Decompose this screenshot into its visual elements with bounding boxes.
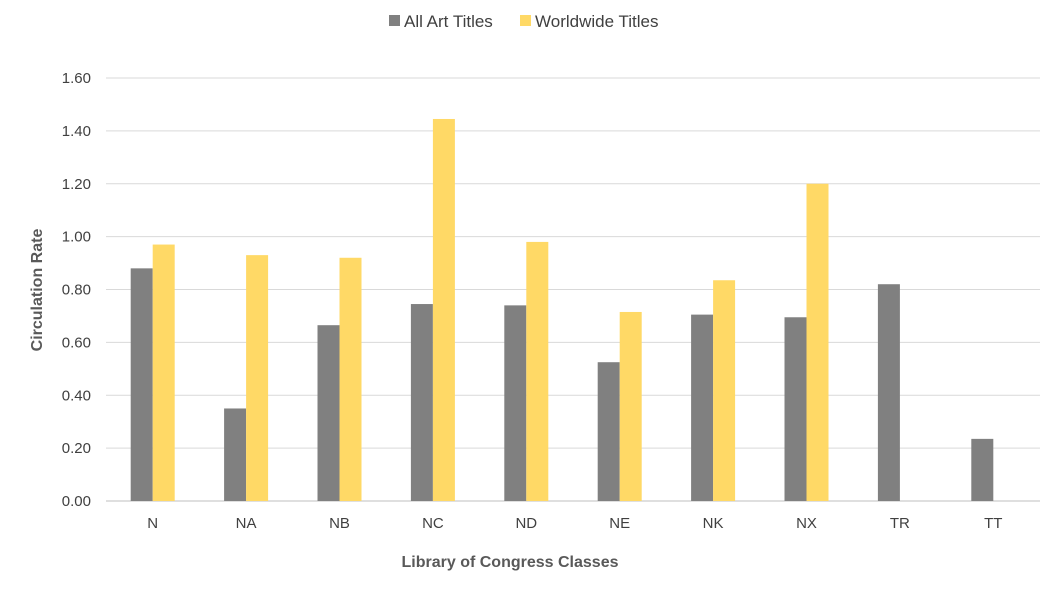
bar-worldwide-ne [619,311,642,501]
x-tick-label: NX [796,515,817,532]
y-axis-ticks: 0.00 0.20 0.40 0.60 0.80 1.00 1.20 1.40 1.60 [62,70,91,510]
bar-all-art-nb [317,325,340,501]
y-tick-label: 0.00 [62,493,91,510]
bar-worldwide-nx [806,183,829,501]
legend-swatch [389,15,400,26]
bar-all-art-na [224,408,247,501]
legend-label: Worldwide Titles [535,12,658,31]
bar-worldwide-nc [432,118,455,502]
bar-all-art-nc [410,304,433,501]
x-tick-label: NB [329,515,350,532]
bar-all-art-nx [784,317,807,501]
legend-label: All Art Titles [404,12,493,31]
bars [130,118,994,502]
y-tick-label: 0.80 [62,282,91,299]
y-tick-label: 0.20 [62,440,91,457]
x-tick-label: TR [890,515,910,532]
x-tick-label: NE [609,515,630,532]
x-tick-label: NC [422,515,444,532]
bar-worldwide-nd [526,241,549,501]
x-axis-ticks: N NA NB NC ND NE NK NX TR TT [147,515,1002,532]
y-tick-label: 1.00 [62,229,91,246]
bar-all-art-nk [691,314,714,501]
bar-all-art-tr [877,284,900,501]
x-tick-label: TT [984,515,1002,532]
y-tick-label: 0.60 [62,334,91,351]
y-tick-label: 0.40 [62,387,91,404]
bar-worldwide-n [152,244,175,501]
x-tick-label: N [147,515,158,532]
bar-worldwide-nb [339,257,362,501]
bar-all-art-n [130,268,153,501]
y-tick-label: 1.20 [62,176,91,193]
bar-all-art-nd [504,305,527,501]
y-axis-title: Circulation Rate [29,229,46,352]
x-tick-label: ND [515,515,537,532]
y-tick-label: 1.60 [62,70,91,87]
legend: All Art Titles Worldwide Titles [389,12,658,31]
x-axis-title: Library of Congress Classes [402,554,619,571]
legend-swatch [520,15,531,26]
y-tick-label: 1.40 [62,123,91,140]
bar-worldwide-na [246,255,269,501]
bar-worldwide-nk [713,280,736,501]
x-tick-label: NK [703,515,724,532]
x-tick-label: NA [236,515,257,532]
bar-all-art-tt [971,438,994,501]
bar-all-art-ne [597,362,620,501]
